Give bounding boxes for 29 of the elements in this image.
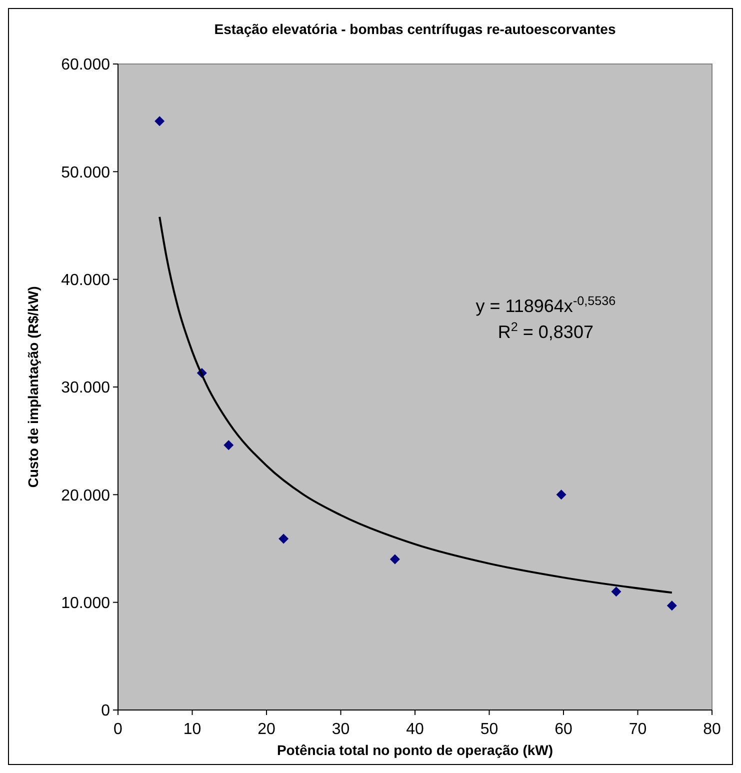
point	[556, 490, 566, 500]
point	[666, 600, 677, 611]
x-tick-label: 30	[332, 721, 350, 738]
point	[390, 554, 400, 564]
line-series	[158, 216, 673, 594]
x-tick-label: 70	[628, 721, 647, 738]
point	[154, 116, 165, 126]
x-tick-label: 20	[258, 721, 276, 738]
annotation: y = 118964x$^{-0,5536}$	[476, 294, 616, 316]
x-tick-label: 50	[480, 721, 498, 738]
x-axis-title: Potência total no ponto de operação (kW)	[276, 742, 554, 758]
y-axis-title: Custo de implantação (R$/kW)	[25, 286, 41, 488]
point	[278, 534, 289, 544]
x-tick-label: 10	[183, 721, 202, 738]
y-tick-label: 40.000	[61, 272, 110, 289]
y-tick-label: 60.000	[61, 56, 110, 74]
x-tick-label: 60	[554, 721, 572, 738]
y-tick-label: 0	[101, 702, 110, 720]
annotation: R$^{2}$ = 0,8307	[498, 320, 594, 342]
x-tick-label: 0	[114, 721, 123, 738]
y-tick-label: 50.000	[61, 164, 110, 182]
chart-title: Estação elevatória - bombas centrífugas re-autoescorvantes	[214, 21, 616, 37]
y-tick-label: 30.000	[61, 380, 110, 397]
x-tick-label: 40	[406, 721, 424, 738]
y-tick-label: 10.000	[61, 594, 110, 612]
x-tick-label: 80	[703, 721, 721, 738]
y-tick-label: 20.000	[61, 487, 110, 504]
point	[224, 440, 234, 450]
point	[611, 586, 622, 597]
